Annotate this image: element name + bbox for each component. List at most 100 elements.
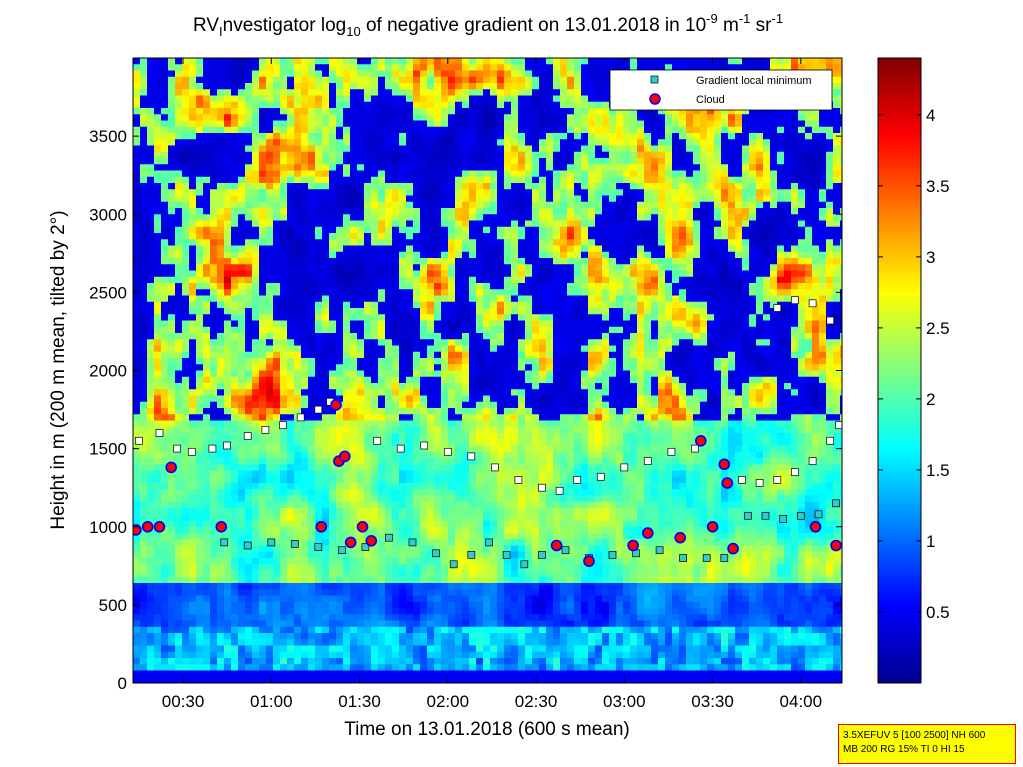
heatmap-cell (679, 258, 687, 265)
heatmap-cell (511, 89, 519, 96)
heatmap-cell (378, 70, 386, 78)
heatmap-cell (749, 314, 757, 321)
heatmap-cell (679, 320, 687, 328)
heatmap-cell (574, 114, 582, 121)
heatmap-cell (140, 358, 148, 365)
heatmap-cell (539, 126, 547, 134)
heatmap-cell (294, 120, 302, 128)
heatmap-cell (539, 351, 547, 359)
heatmap-cell (525, 295, 533, 303)
heatmap-cell (441, 289, 449, 296)
heatmap-cell (700, 339, 708, 346)
heatmap-cell (735, 301, 743, 309)
heatmap-cell (399, 308, 407, 315)
heatmap-cell (637, 308, 645, 315)
heatmap-cell (518, 239, 526, 246)
heatmap-cell (805, 145, 813, 153)
heatmap-cell (385, 283, 393, 290)
heatmap-cell (385, 89, 393, 96)
heatmap-cell (546, 326, 554, 334)
heatmap-cell (574, 101, 582, 109)
heatmap-cell (658, 226, 666, 234)
heatmap-cell (560, 114, 568, 121)
heatmap-cell (343, 270, 351, 278)
heatmap-cell (413, 139, 421, 146)
heatmap-cell (630, 108, 638, 115)
heatmap-cell (567, 245, 575, 253)
heatmap-cell (581, 89, 589, 96)
heatmap-cell (315, 114, 323, 121)
heatmap-cell (798, 176, 806, 184)
heatmap-cell (658, 239, 666, 246)
heatmap-cell (476, 76, 484, 84)
heatmap-cell (210, 339, 218, 346)
heatmap-cell (770, 320, 778, 328)
heatmap-cell (238, 164, 246, 171)
heatmap-cell (665, 189, 673, 196)
heatmap-cell (182, 126, 190, 134)
heatmap-cell (406, 158, 414, 165)
heatmap-cell (231, 214, 239, 221)
heatmap-cell (336, 64, 344, 71)
heatmap-cell (231, 308, 239, 315)
heatmap-cell (553, 114, 561, 121)
heatmap-cell (777, 58, 785, 65)
heatmap-cell (189, 245, 197, 253)
heatmap-cell (413, 264, 421, 271)
heatmap-cell (343, 114, 351, 121)
heatmap-cell (714, 289, 722, 296)
heatmap-cell (581, 139, 589, 146)
heatmap-cell (651, 201, 659, 209)
heatmap-cell (266, 195, 274, 203)
heatmap-cell (735, 276, 743, 284)
heatmap-cell (665, 351, 673, 359)
heatmap-cell (777, 120, 785, 128)
heatmap-cell (189, 101, 197, 109)
heatmap-cell (791, 183, 799, 190)
heatmap-cell (196, 358, 204, 365)
heatmap-cell (189, 183, 197, 190)
heatmap-cell (203, 145, 211, 153)
heatmap-cell (518, 226, 526, 234)
heatmap-cell (581, 120, 589, 128)
heatmap-cell (672, 126, 680, 134)
heatmap-cell (574, 264, 582, 271)
heatmap-cell (728, 314, 736, 321)
heatmap-cell (210, 89, 218, 96)
heatmap-cell (245, 289, 253, 296)
heatmap-cell (490, 189, 498, 196)
heatmap-cell (525, 301, 533, 309)
heatmap-cell (301, 70, 309, 78)
heatmap-cell (427, 195, 435, 203)
heatmap-cell (203, 276, 211, 284)
heatmap-cell (623, 270, 631, 278)
heatmap-cell (700, 145, 708, 153)
heatmap-cell (364, 226, 372, 234)
heatmap-cell (735, 58, 743, 65)
heatmap-cell (448, 176, 456, 184)
heatmap-cell (658, 139, 666, 146)
heatmap-cell (651, 226, 659, 234)
heatmap-cell (819, 64, 827, 71)
heatmap-cell (203, 308, 211, 315)
heatmap-cell (700, 208, 708, 215)
heatmap-cell (574, 176, 582, 184)
heatmap-cell (287, 251, 295, 259)
heatmap-cell (287, 201, 295, 209)
heatmap-cell (308, 151, 316, 159)
heatmap-cell (749, 233, 757, 240)
heatmap-cell (497, 220, 505, 228)
heatmap-cell (182, 270, 190, 278)
heatmap-cell (322, 58, 330, 65)
heatmap-cell (315, 214, 323, 221)
heatmap-cell (189, 158, 197, 165)
heatmap-cell (784, 345, 792, 353)
heatmap-cell (588, 264, 596, 271)
heatmap-cell (406, 214, 414, 221)
heatmap-cell (133, 320, 141, 328)
heatmap-cell (329, 289, 337, 296)
heatmap-cell (567, 326, 575, 334)
heatmap-cell (203, 195, 211, 203)
heatmap-cell (413, 258, 421, 265)
heatmap-cell (525, 345, 533, 353)
